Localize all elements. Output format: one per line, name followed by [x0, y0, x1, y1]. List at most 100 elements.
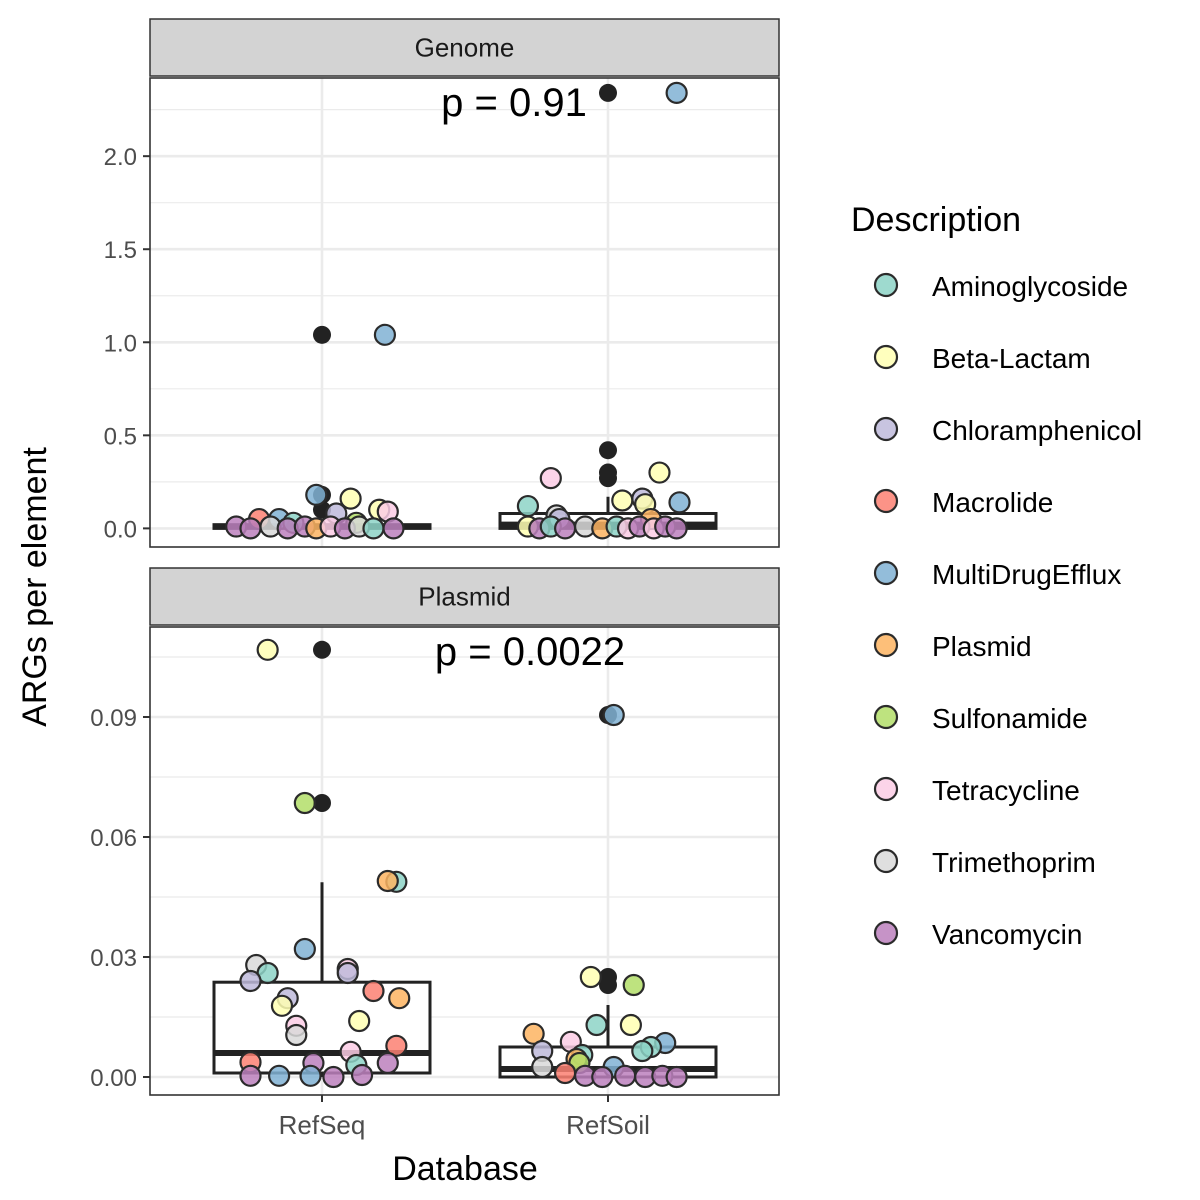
- data-point: [270, 994, 294, 1017]
- legend-label: Plasmid: [932, 631, 1032, 662]
- data-point: [665, 81, 688, 104]
- outlier-point: [599, 83, 617, 102]
- data-point: [239, 1064, 262, 1087]
- legend-label: Tetracycline: [932, 775, 1080, 806]
- p-value-annotation: p = 0.0022: [435, 630, 625, 674]
- legend-label: MultiDrugEfflux: [932, 559, 1121, 590]
- data-point: [256, 638, 279, 661]
- y-tick-label: 2.0: [104, 144, 137, 171]
- legend-item: Chloramphenicol: [873, 415, 1142, 446]
- data-point: [614, 1064, 637, 1087]
- data-point: [285, 1023, 308, 1047]
- legend-key: [873, 848, 899, 874]
- data-point: [622, 973, 645, 997]
- data-point: [376, 1051, 399, 1075]
- data-point: [293, 791, 316, 815]
- facet-strip: [149, 18, 780, 77]
- data-point: [553, 517, 577, 540]
- plot-background: [150, 78, 779, 547]
- legend-key: [873, 920, 899, 946]
- legend-item: Beta-Lactam: [873, 343, 1091, 374]
- panel-border: [149, 77, 780, 548]
- data-point: [239, 517, 262, 540]
- outlier-point: [599, 441, 617, 460]
- legend-item: Macrolide: [873, 487, 1053, 518]
- facet-strip-label: Plasmid: [418, 582, 510, 612]
- x-tick-label: RefSeq: [279, 1110, 366, 1140]
- y-tick-label: 0.0: [104, 516, 137, 543]
- data-point: [322, 1065, 345, 1089]
- legend-item: Vancomycin: [873, 919, 1082, 950]
- panel-plasmid: Plasmid 0.00 0.03 0.06 0.09 p = 0.0022 RefSeq R…: [90, 567, 780, 1140]
- data-point: [579, 965, 602, 989]
- legend-label: Trimethoprim: [932, 847, 1096, 878]
- data-point: [268, 1064, 291, 1087]
- legend-key: [873, 344, 899, 370]
- data-point: [293, 937, 316, 961]
- data-point: [591, 1065, 614, 1089]
- data-point: [239, 969, 262, 993]
- data-point: [602, 703, 625, 727]
- y-tick-label: 0.00: [90, 1065, 137, 1092]
- legend-key: [873, 488, 899, 514]
- y-tick-label: 0.03: [90, 945, 137, 972]
- data-point: [648, 461, 671, 484]
- legend-label: Vancomycin: [932, 919, 1082, 950]
- data-point: [585, 1013, 608, 1037]
- data-point: [665, 517, 688, 540]
- legend-item: Plasmid: [873, 631, 1032, 662]
- outlier-point: [313, 640, 331, 659]
- data-point: [631, 1039, 654, 1063]
- data-point: [336, 961, 359, 985]
- data-point: [348, 1009, 371, 1033]
- y-tick-label: 0.09: [90, 705, 137, 732]
- outlier-point: [599, 976, 617, 994]
- data-point: [350, 1063, 374, 1087]
- data-point: [305, 483, 328, 506]
- outlier-point: [313, 794, 331, 812]
- legend-key: [873, 272, 899, 298]
- data-point: [385, 1034, 408, 1057]
- data-point: [531, 1055, 554, 1079]
- legend-key: [873, 632, 899, 658]
- data-point: [339, 487, 362, 510]
- legend-label: Chloramphenicol: [932, 415, 1142, 446]
- legend-key: [873, 416, 899, 442]
- legend-item: Sulfonamide: [873, 703, 1088, 734]
- data-point: [376, 869, 399, 893]
- y-tick-label: 0.06: [90, 825, 137, 852]
- x-axis-title: Database: [392, 1150, 538, 1188]
- data-point: [539, 467, 562, 490]
- x-tick-label: RefSoil: [566, 1110, 650, 1140]
- data-point: [362, 517, 385, 540]
- legend-key: [873, 560, 899, 586]
- data-point: [611, 489, 634, 512]
- data-point: [362, 979, 385, 1003]
- outlier-point: [599, 469, 617, 488]
- data-point: [553, 1061, 577, 1085]
- data-point: [388, 987, 411, 1010]
- legend: Description Aminoglycoside Beta-Lactam Chl…: [851, 201, 1142, 950]
- legend-title: Description: [851, 201, 1021, 239]
- data-point: [516, 494, 540, 518]
- legend-item: Aminoglycoside: [873, 271, 1128, 302]
- panel-border: [149, 626, 780, 1096]
- p-value-annotation: p = 0.91: [441, 81, 587, 125]
- data-point: [299, 1064, 322, 1087]
- legend-key: [873, 776, 899, 802]
- legend-key: [873, 704, 899, 730]
- legend-label: Sulfonamide: [932, 703, 1088, 734]
- data-point: [522, 1022, 545, 1045]
- data-point: [619, 1013, 642, 1037]
- legend-item: MultiDrugEfflux: [873, 559, 1121, 590]
- data-point: [382, 517, 405, 540]
- y-axis-title: ARGs per element: [16, 447, 54, 727]
- facet-strip-label: Genome: [415, 33, 515, 63]
- facet-strip: [149, 567, 780, 626]
- data-point: [665, 1065, 688, 1089]
- legend-label: Aminoglycoside: [932, 271, 1128, 302]
- legend-item: Tetracycline: [873, 775, 1080, 806]
- y-tick-label: 1.0: [104, 330, 137, 357]
- legend-label: Macrolide: [932, 487, 1053, 518]
